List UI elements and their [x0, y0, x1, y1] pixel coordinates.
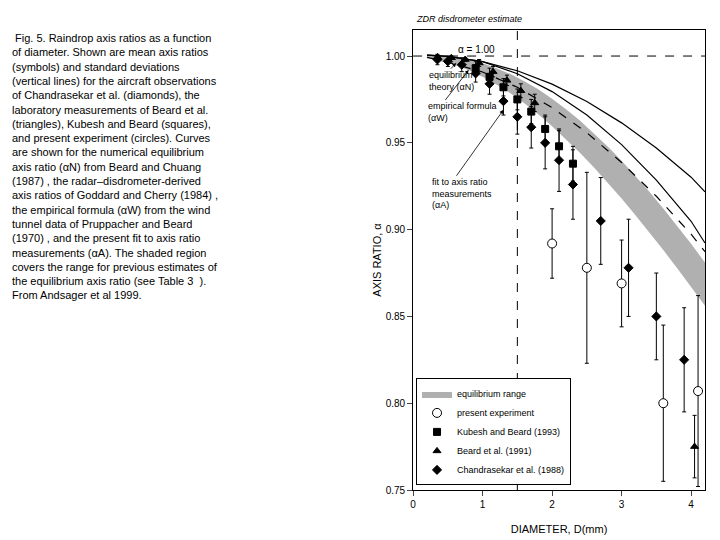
svg-text:0.80: 0.80	[386, 398, 406, 409]
svg-text:Kubesh and Beard (1993): Kubesh and Beard (1993)	[457, 427, 560, 437]
svg-text:1: 1	[480, 499, 486, 510]
svg-text:1.00: 1.00	[386, 51, 406, 62]
svg-text:0.85: 0.85	[386, 311, 406, 322]
svg-text:empirical formula(αW): empirical formula(αW)	[428, 101, 497, 123]
svg-text:0.90: 0.90	[386, 224, 406, 235]
svg-text:2: 2	[549, 499, 555, 510]
svg-text:fit to axis ratiomeasurements(: fit to axis ratiomeasurements(αA)	[432, 177, 492, 210]
svg-text:Beard et al. (1991): Beard et al. (1991)	[457, 446, 532, 456]
svg-text:Fig. 5. Raindrop axis ratios a: Fig. 5. Raindrop axis ratios as a functi…	[12, 32, 218, 301]
svg-text:present experiment: present experiment	[457, 408, 535, 418]
svg-text:0.75: 0.75	[386, 485, 406, 496]
svg-text:AXIS RATIO, α: AXIS RATIO, α	[371, 223, 383, 297]
svg-text:α = 1.00: α = 1.00	[458, 44, 495, 55]
svg-text:equilibriumtheory (αN): equilibriumtheory (αN)	[429, 70, 474, 92]
svg-text:ZDR disdrometer estimate: ZDR disdrometer estimate	[416, 14, 522, 24]
svg-text:Chandrasekar et al. (1988): Chandrasekar et al. (1988)	[457, 465, 564, 475]
svg-text:0: 0	[410, 499, 416, 510]
svg-text:3: 3	[619, 499, 625, 510]
svg-text:4: 4	[688, 499, 694, 510]
svg-text:0.95: 0.95	[386, 137, 406, 148]
svg-text:DIAMETER, D(mm): DIAMETER, D(mm)	[511, 523, 608, 535]
svg-text:equilibrium range: equilibrium range	[457, 389, 526, 399]
